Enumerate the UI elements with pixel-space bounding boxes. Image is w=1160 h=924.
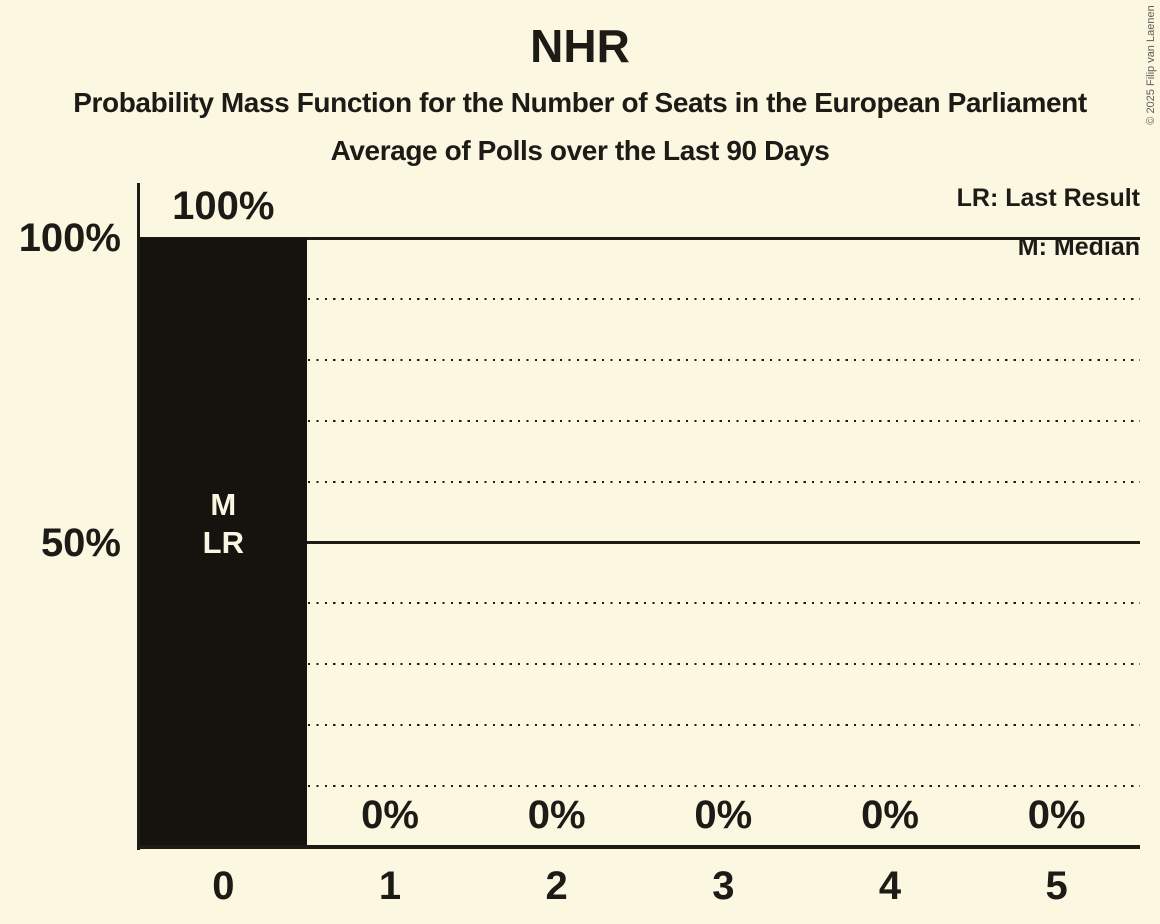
chart-title: NHR bbox=[530, 20, 630, 72]
value-label-seats-3: 0% bbox=[694, 793, 753, 837]
last-result-marker-label: LR bbox=[202, 525, 244, 560]
y-axis bbox=[137, 183, 140, 850]
gridline-30pct bbox=[140, 663, 1140, 666]
x-tick-2: 2 bbox=[545, 864, 568, 908]
gridline-100pct bbox=[140, 236, 1140, 240]
chart-subtitle2: Average of Polls over the Last 90 Days bbox=[330, 135, 830, 166]
legend-last-result: LR: Last Result bbox=[956, 184, 1140, 212]
gridline-50pct bbox=[140, 541, 1140, 544]
value-label-seats-0: 100% bbox=[172, 184, 275, 228]
bar-seats-0 bbox=[140, 238, 307, 847]
gridline-20pct bbox=[140, 724, 1140, 727]
bar-annotation: M LR bbox=[138, 486, 308, 562]
y-tick-100: 100% bbox=[18, 216, 121, 260]
value-label-seats-4: 0% bbox=[861, 793, 919, 837]
value-label-seats-1: 0% bbox=[361, 793, 419, 837]
gridline-40pct bbox=[140, 602, 1140, 605]
gridline-10pct bbox=[140, 785, 1140, 788]
value-label-seats-2: 0% bbox=[527, 793, 586, 837]
y-tick-50: 50% bbox=[40, 520, 121, 565]
gridline-80pct bbox=[140, 358, 1140, 361]
x-tick-0: 0 bbox=[212, 864, 235, 908]
gridline-90pct bbox=[140, 297, 1140, 300]
chart-subtitle: Probability Mass Function for the Number… bbox=[73, 87, 1087, 118]
gridline-70pct bbox=[140, 419, 1140, 422]
x-tick-5: 5 bbox=[1045, 864, 1068, 908]
x-tick-4: 4 bbox=[878, 864, 902, 908]
median-marker-label: M bbox=[210, 487, 237, 522]
legend-median: M: Median bbox=[1017, 233, 1140, 261]
x-tick-1: 1 bbox=[378, 864, 402, 908]
gridline-60pct bbox=[140, 480, 1140, 483]
x-axis bbox=[137, 845, 1140, 849]
x-tick-3: 3 bbox=[712, 864, 735, 908]
value-label-seats-5: 0% bbox=[1027, 793, 1086, 837]
